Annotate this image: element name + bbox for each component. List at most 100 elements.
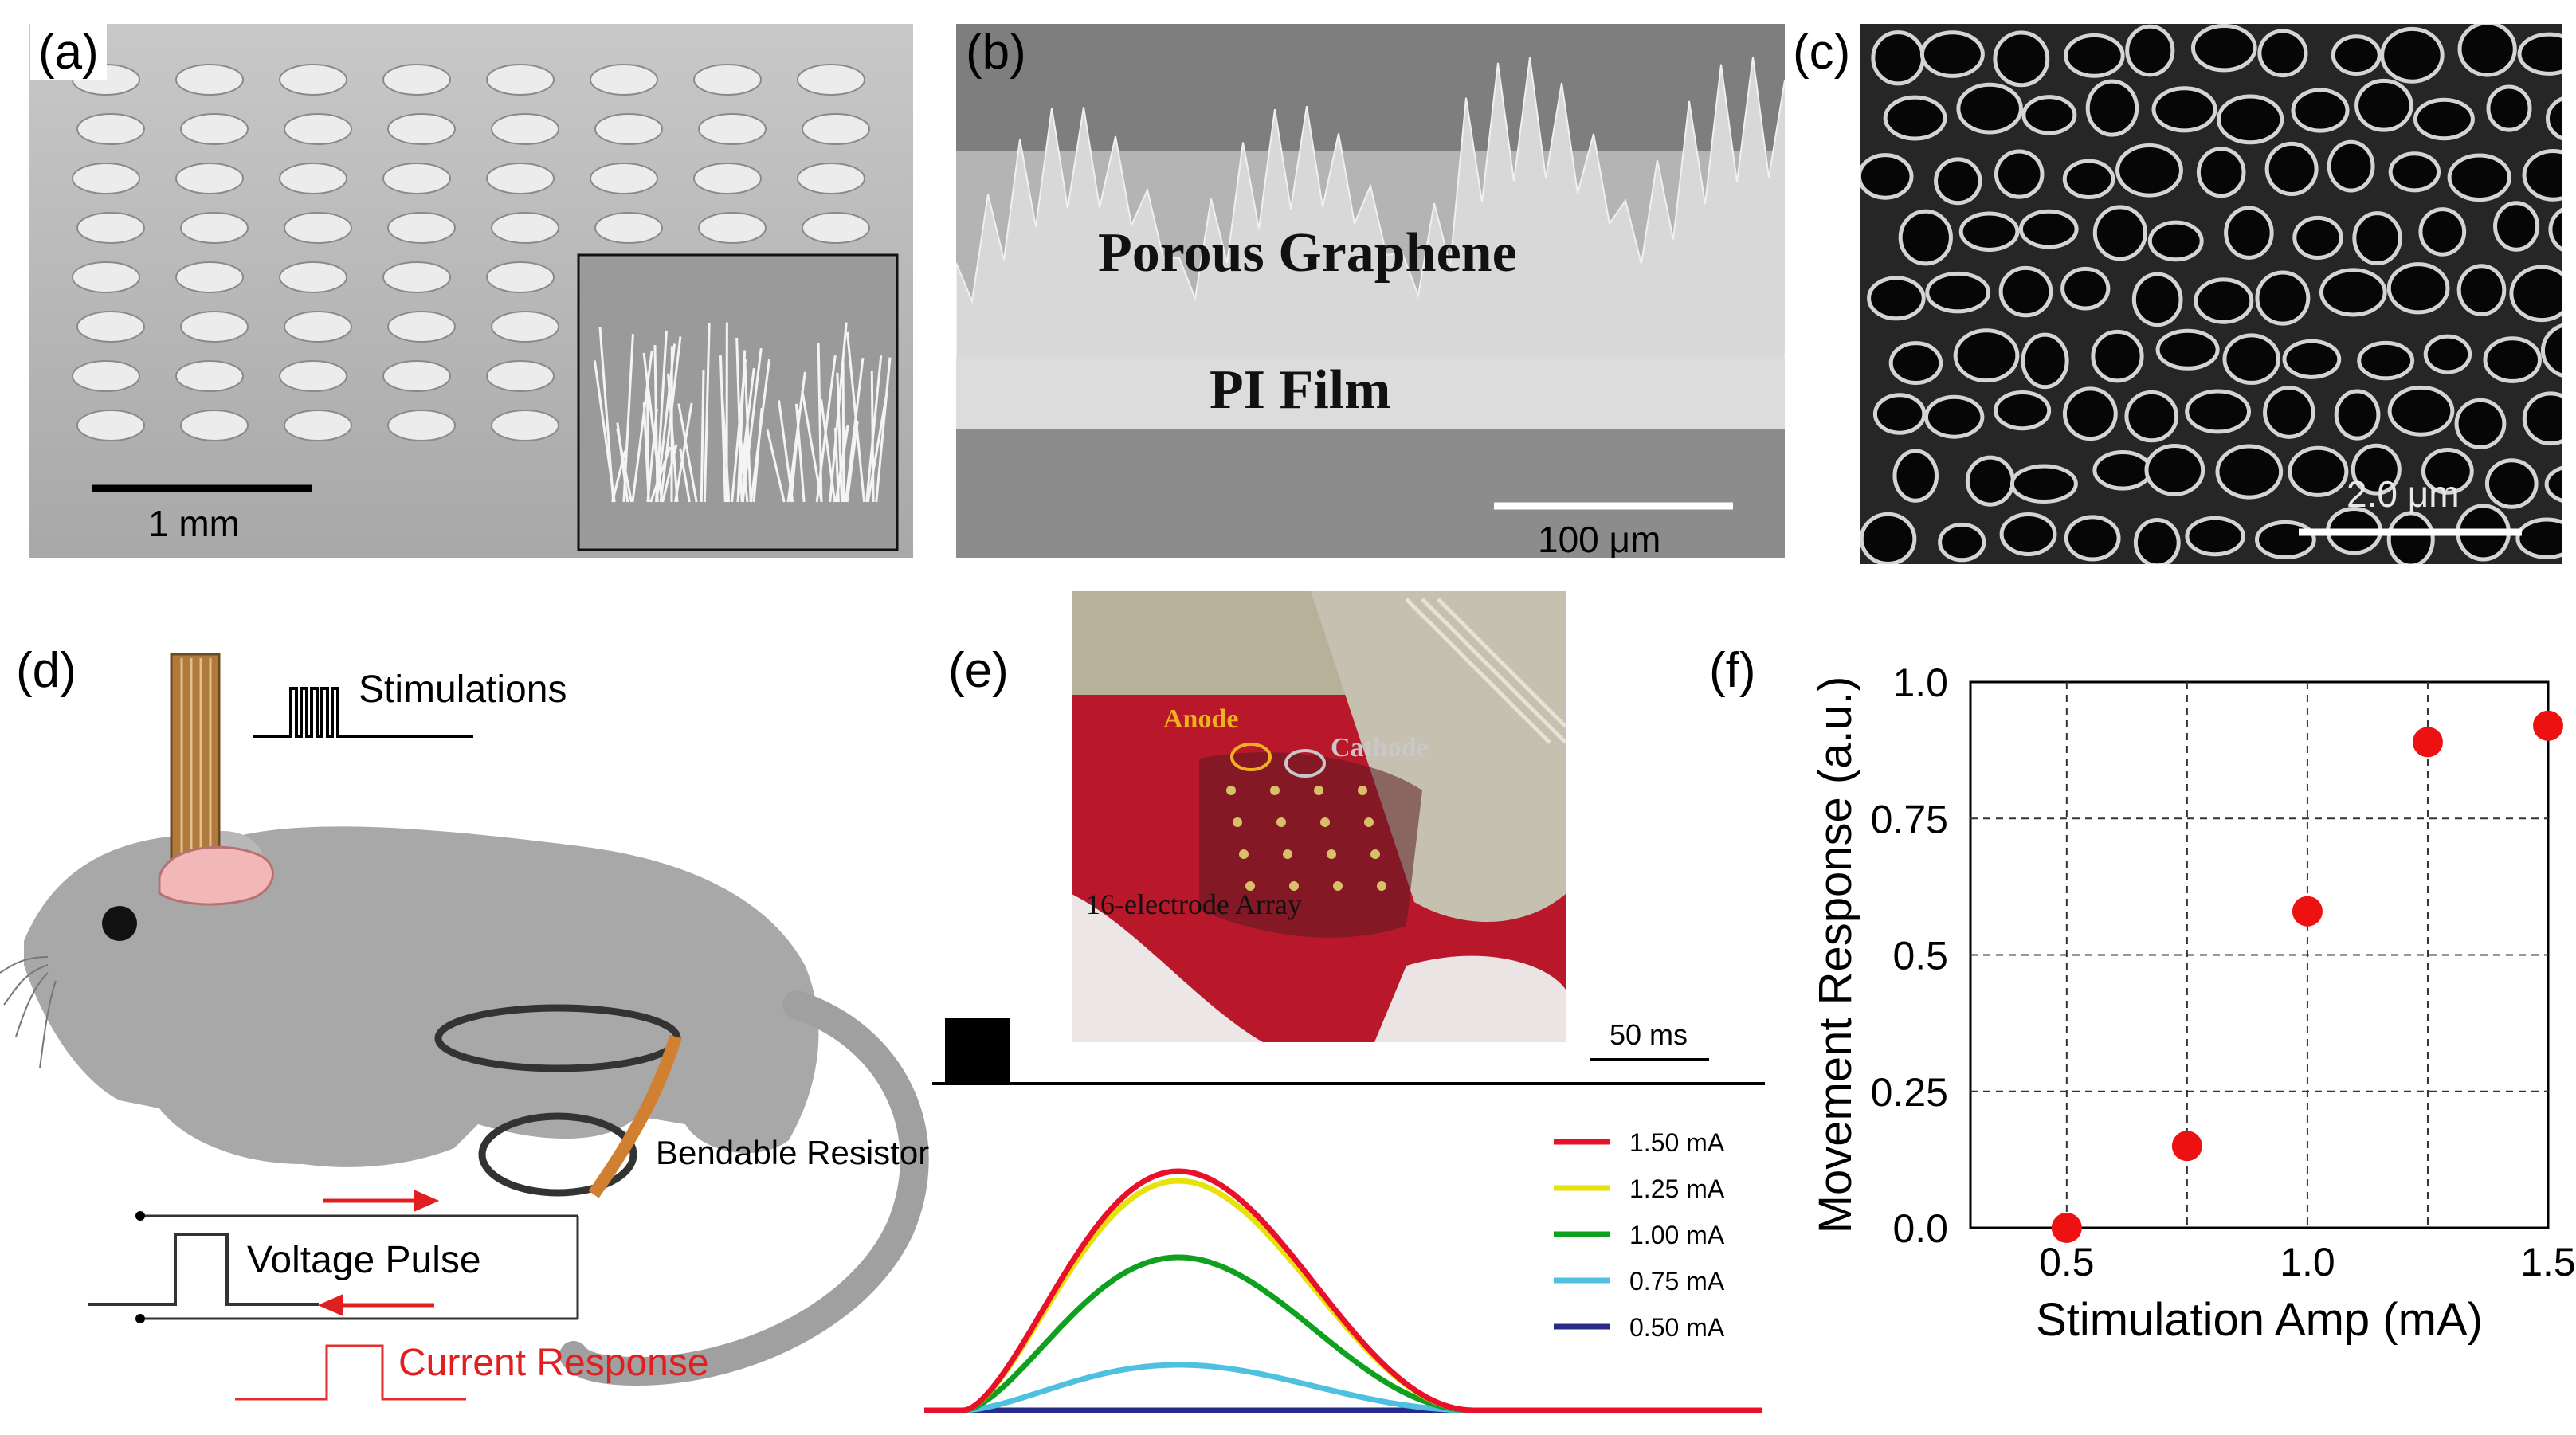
data-point bbox=[2533, 711, 2563, 741]
pore bbox=[2064, 389, 2115, 439]
pillar bbox=[388, 410, 455, 441]
pore bbox=[2290, 448, 2347, 495]
pore bbox=[1922, 33, 1982, 76]
x-axis-label: Stimulation Amp (mA) bbox=[2036, 1294, 2483, 1346]
pore bbox=[2024, 97, 2075, 133]
scale-label: 100 μm bbox=[1538, 518, 1660, 558]
pore bbox=[1940, 524, 1984, 559]
pillar bbox=[181, 213, 248, 243]
pillar bbox=[694, 163, 761, 194]
pore bbox=[2518, 520, 2562, 557]
pillar bbox=[802, 213, 869, 243]
stimulations-label: Stimulations bbox=[359, 668, 567, 711]
pore bbox=[2485, 339, 2540, 382]
electrode bbox=[1327, 849, 1336, 859]
panel-b-sem-image: Porous Graphene PI Film 100 μm (b) bbox=[956, 24, 1785, 558]
pillar bbox=[798, 163, 865, 194]
pore bbox=[2093, 331, 2142, 381]
pillar bbox=[595, 114, 662, 144]
pore bbox=[2389, 265, 2448, 312]
pore bbox=[1895, 451, 1937, 500]
pore bbox=[2118, 145, 2182, 195]
pore bbox=[2066, 517, 2119, 559]
pillar bbox=[176, 65, 243, 95]
pore bbox=[2012, 466, 2076, 502]
y-tick-label: 0.75 bbox=[1871, 797, 1948, 841]
pore bbox=[2260, 31, 2306, 76]
electrode bbox=[1270, 786, 1280, 795]
panel-label-b: (b) bbox=[966, 24, 1026, 80]
pillar bbox=[383, 65, 450, 95]
pore bbox=[1900, 211, 1951, 264]
pillar bbox=[280, 65, 347, 95]
y-tick-label: 0.25 bbox=[1871, 1070, 1948, 1115]
scale-label: 1 mm bbox=[148, 502, 240, 545]
pore bbox=[2459, 266, 2504, 314]
electrode bbox=[1333, 881, 1343, 891]
pillar bbox=[176, 262, 243, 292]
pillar bbox=[492, 213, 559, 243]
pi-film-label: PI Film bbox=[1210, 359, 1390, 422]
y-tick-label: 0.5 bbox=[1892, 934, 1948, 978]
pore bbox=[2357, 80, 2412, 130]
pillar bbox=[388, 114, 455, 144]
rat-body bbox=[24, 826, 818, 1167]
legend-label: 0.50 mA bbox=[1629, 1313, 1725, 1342]
pore bbox=[2147, 446, 2203, 495]
pillar bbox=[73, 361, 139, 391]
pore bbox=[2415, 100, 2472, 139]
pore bbox=[2382, 29, 2443, 81]
x-tick-label: 1.5 bbox=[2520, 1240, 2576, 1284]
pillar bbox=[492, 312, 559, 342]
pore bbox=[2390, 154, 2438, 190]
electrode bbox=[1320, 817, 1330, 827]
pore bbox=[2001, 268, 2051, 315]
rat-brain bbox=[159, 847, 273, 904]
porous-graphene-label: Porous Graphene bbox=[1098, 222, 1517, 285]
pore bbox=[2063, 269, 2108, 308]
pore bbox=[1875, 395, 1923, 433]
pillar bbox=[284, 213, 351, 243]
pore bbox=[2511, 267, 2562, 320]
panel-d-schematic: Stimulations Bendable Resistor Voltage P… bbox=[0, 590, 940, 1435]
pillar bbox=[280, 361, 347, 391]
electrode bbox=[1276, 817, 1286, 827]
pillar bbox=[487, 65, 554, 95]
pore bbox=[2134, 274, 2181, 325]
pore bbox=[1873, 33, 1923, 84]
electrode bbox=[1226, 786, 1236, 795]
pore bbox=[2336, 391, 2378, 438]
pore bbox=[2389, 513, 2433, 564]
pore bbox=[2187, 518, 2243, 554]
pore bbox=[2265, 388, 2314, 437]
scale-label: 2.0 μm bbox=[2347, 472, 2460, 516]
pore bbox=[2359, 343, 2413, 378]
pore bbox=[2095, 452, 2151, 488]
pore bbox=[2449, 155, 2509, 200]
fiber bbox=[843, 362, 844, 502]
pore bbox=[2257, 272, 2308, 323]
current-response-label: Current Response bbox=[398, 1342, 709, 1384]
pore bbox=[2193, 25, 2255, 69]
pore bbox=[2219, 96, 2282, 143]
pore bbox=[2519, 34, 2562, 73]
electrode bbox=[1283, 849, 1292, 859]
pore bbox=[2127, 392, 2177, 440]
panel-label-e: (e) bbox=[948, 642, 1009, 699]
pore bbox=[2023, 335, 2067, 387]
array-label: 16-electrode Array bbox=[1086, 888, 1302, 921]
pore bbox=[2021, 211, 2076, 247]
pore bbox=[2135, 520, 2178, 564]
pillar bbox=[181, 114, 248, 144]
pillar bbox=[492, 114, 559, 144]
data-point bbox=[2172, 1131, 2202, 1161]
pore bbox=[1996, 392, 2049, 428]
pore bbox=[1961, 214, 2017, 249]
pillar bbox=[383, 361, 450, 391]
data-point bbox=[2413, 727, 2443, 757]
pore bbox=[1926, 397, 1982, 437]
pore bbox=[1996, 151, 2042, 197]
pore bbox=[2488, 87, 2530, 130]
pillar bbox=[77, 312, 144, 342]
pore bbox=[2421, 210, 2464, 255]
